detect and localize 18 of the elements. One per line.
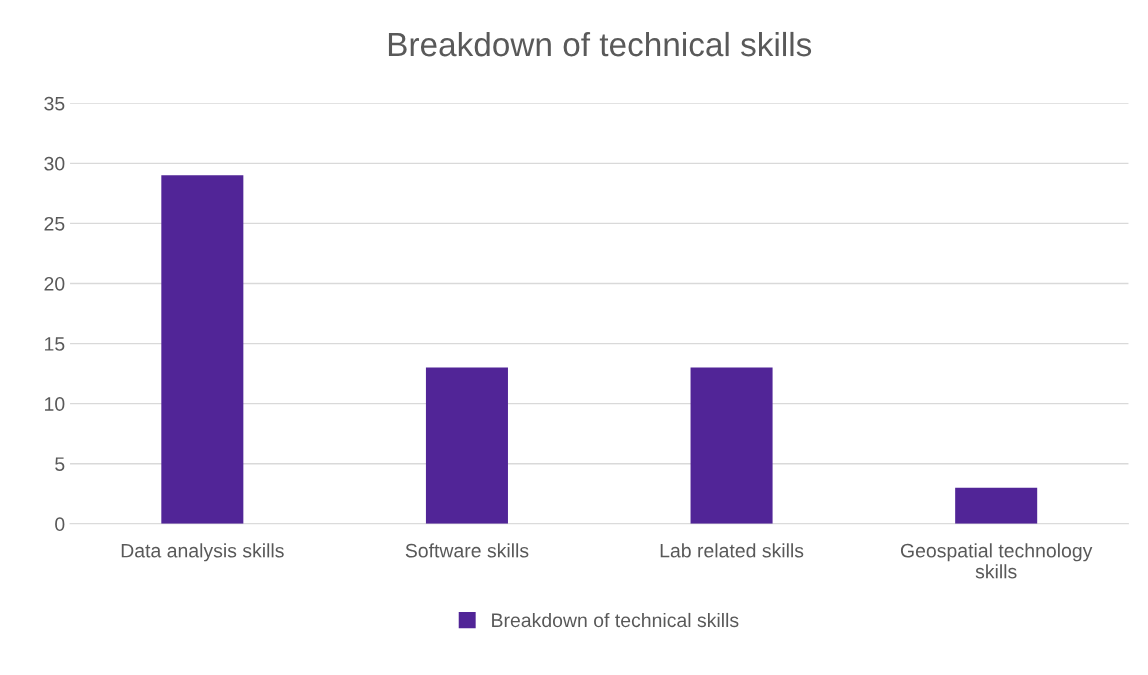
legend-label: Breakdown of technical skills — [492, 612, 739, 628]
y-tick-label: 25 — [44, 216, 65, 231]
y-tick-label: 10 — [45, 397, 65, 411]
bar — [955, 487, 1038, 524]
y-tick-label: 20 — [44, 276, 65, 291]
x-tick-label: Lab related skills — [660, 543, 804, 558]
y-tick-label: 35 — [44, 96, 65, 111]
bar — [161, 175, 244, 524]
y-tick-label: 0 — [55, 517, 65, 532]
bar — [690, 367, 773, 524]
bar — [425, 367, 508, 524]
chart-title: Breakdown of technical skills — [388, 31, 812, 57]
y-tick-label: 15 — [45, 337, 65, 351]
x-tick-label: Geospatial technology skills — [900, 543, 1093, 579]
x-tick-label: Software skills — [405, 543, 529, 558]
y-tick-label: 30 — [44, 156, 65, 171]
y-tick-label: 5 — [55, 457, 65, 471]
x-tick-label: Data analysis skills — [121, 543, 284, 562]
